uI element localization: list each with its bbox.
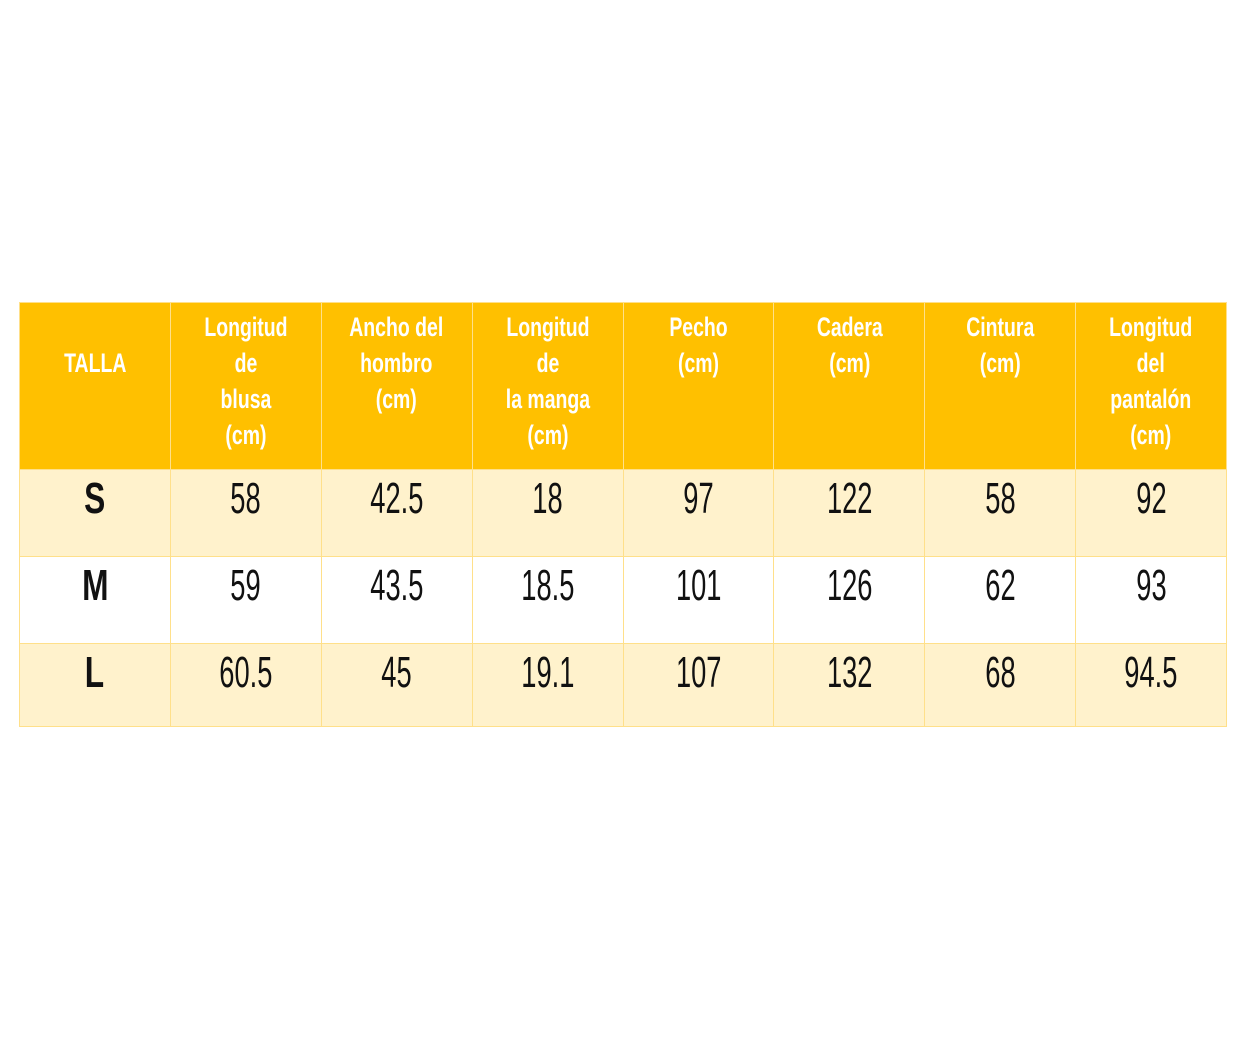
table-cell: 45 <box>320 643 473 727</box>
table-cell: 92 <box>1075 469 1227 557</box>
table-cell: 132 <box>773 643 926 727</box>
header-cadera: Cadera (cm) <box>773 302 926 470</box>
size-cell: L <box>19 643 171 727</box>
cell-value: 97 <box>683 474 714 523</box>
cell-value: 62 <box>985 561 1016 610</box>
header-longitud-manga: Longitud de la manga (cm) <box>471 302 624 470</box>
header-ancho-hombro: Ancho del hombro (cm) <box>320 302 473 470</box>
cell-value: 58 <box>985 474 1016 523</box>
cell-value: L <box>85 648 105 697</box>
table-row: S 58 42.5 18 97 122 58 92 <box>19 469 1227 557</box>
cell-value: 92 <box>1135 474 1167 523</box>
cell-value: 132 <box>826 648 873 697</box>
table-cell: 43.5 <box>320 556 473 644</box>
table-cell: 62 <box>924 556 1077 644</box>
table-cell: 58 <box>169 469 322 557</box>
table-cell: 18 <box>471 469 624 557</box>
table-cell: 94.5 <box>1075 643 1227 727</box>
cell-value: 18.5 <box>521 561 575 610</box>
table-cell: 18.5 <box>471 556 624 644</box>
cell-value: 126 <box>826 561 873 610</box>
header-cintura: Cintura (cm) <box>924 302 1077 470</box>
size-cell: M <box>19 556 171 644</box>
size-chart-table: TALLA Longitud de blusa (cm) Ancho del h… <box>19 302 1227 727</box>
table-row: M 59 43.5 18.5 101 126 62 93 <box>19 556 1227 644</box>
cell-value: 43.5 <box>370 561 424 610</box>
cell-value: 59 <box>230 561 261 610</box>
table-cell: 97 <box>622 469 775 557</box>
cell-value: 18 <box>532 474 563 523</box>
table-cell: 126 <box>773 556 926 644</box>
table-cell: 58 <box>924 469 1077 557</box>
cell-value: M <box>81 561 109 610</box>
header-talla: TALLA <box>19 302 171 470</box>
cell-value: 122 <box>826 474 873 523</box>
header-longitud-blusa: Longitud de blusa (cm) <box>169 302 322 470</box>
table-row: L 60.5 45 19.1 107 132 68 94.5 <box>19 643 1227 727</box>
cell-value: 107 <box>675 648 722 697</box>
cell-value: 94.5 <box>1124 648 1178 697</box>
table-cell: 42.5 <box>320 469 473 557</box>
cell-value: 93 <box>1135 561 1167 610</box>
table-cell: 122 <box>773 469 926 557</box>
header-longitud-pantalon: Longitud del pantalón (cm) <box>1075 302 1227 470</box>
cell-value: 60.5 <box>219 648 273 697</box>
cell-value: S <box>84 474 106 523</box>
table-cell: 93 <box>1075 556 1227 644</box>
table-cell: 101 <box>622 556 775 644</box>
cell-value: 68 <box>985 648 1016 697</box>
cell-value: 101 <box>675 561 722 610</box>
table-cell: 60.5 <box>169 643 322 727</box>
header-pecho: Pecho (cm) <box>622 302 775 470</box>
size-cell: S <box>19 469 171 557</box>
cell-value: 42.5 <box>370 474 424 523</box>
table-cell: 19.1 <box>471 643 624 727</box>
cell-value: 58 <box>230 474 261 523</box>
cell-value: 19.1 <box>521 648 575 697</box>
table-cell: 59 <box>169 556 322 644</box>
header-row: TALLA Longitud de blusa (cm) Ancho del h… <box>19 302 1227 470</box>
table-cell: 68 <box>924 643 1077 727</box>
table-cell: 107 <box>622 643 775 727</box>
cell-value: 45 <box>381 648 412 697</box>
